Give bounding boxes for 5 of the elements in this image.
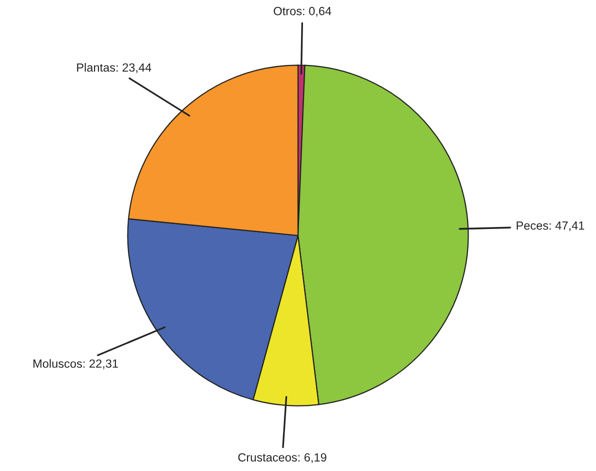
slice-label: Otros: 0,64 xyxy=(274,6,332,17)
slice-label: Crustaceos: 6,19 xyxy=(238,453,326,463)
slice-label: Plantas: 23,44 xyxy=(77,63,152,74)
slice-label: Moluscos: 22,31 xyxy=(33,359,118,370)
slice-label: Peces: 47,41 xyxy=(516,221,584,232)
